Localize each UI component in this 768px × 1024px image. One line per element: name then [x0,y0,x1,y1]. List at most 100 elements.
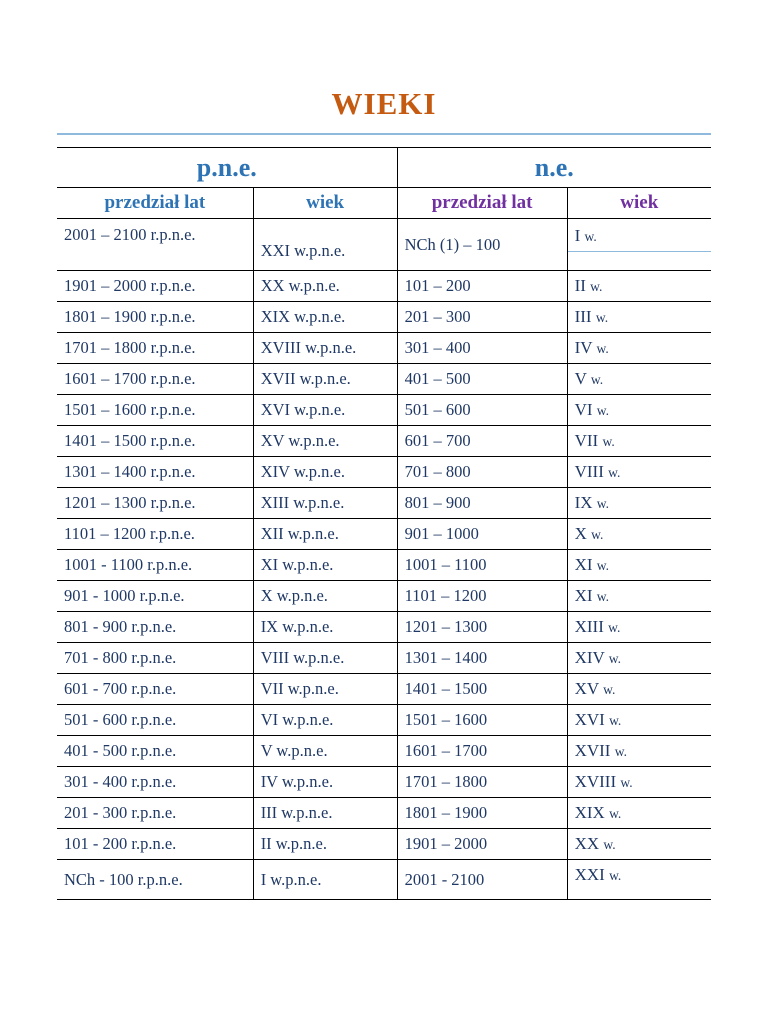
bc-century-cell: XI w.p.n.e. [253,549,398,581]
century-numeral: XV [574,679,604,698]
bc-century-cell: IV w.p.n.e. [253,766,398,798]
bc-range-cell: 1301 – 1400 r.p.n.e. [57,456,254,488]
ad-range-cell: 201 – 300 [397,301,568,333]
ad-century-cell: IV w. [567,332,711,364]
group-header-row: p.n.e. n.e. [57,147,711,188]
bc-range-cell: 1801 – 1900 r.p.n.e. [57,301,254,333]
century-suffix: w. [620,775,633,790]
century-numeral: XI [574,555,597,574]
ad-century-cell: XX w. [567,828,711,860]
century-numeral: VIII [574,462,609,481]
bc-century-cell: XIX w.p.n.e. [253,301,398,333]
century-numeral: II [574,276,591,295]
ad-range-cell: 301 – 400 [397,332,568,364]
century-numeral: X [574,524,592,543]
table-row: 301 - 400 r.p.n.e. IV w.p.n.e. 1701 – 1800… [57,766,711,798]
century-numeral: XVIII [574,772,621,791]
bc-century-cell: VII w.p.n.e. [253,673,398,705]
bc-range-cell: 401 - 500 r.p.n.e. [57,735,254,767]
ad-century-cell: V w. [567,363,711,395]
century-suffix: w. [609,713,622,728]
century-numeral: XXI [574,865,610,884]
ad-century-cell: XVIII w. [567,766,711,798]
ad-century-cell: XIII w. [567,611,711,643]
ad-century-cell: XVII w. [567,735,711,767]
table-row: 1901 – 2000 r.p.n.e. XX w.p.n.e. 101 – 200… [57,270,711,302]
century-suffix: w. [590,372,604,387]
century-suffix: w. [608,620,621,635]
table-row: 1501 – 1600 r.p.n.e. XVI w.p.n.e. 501 – 60… [57,394,711,426]
century-numeral: XX [574,834,604,853]
century-numeral: XIII [574,617,609,636]
table-row: 1101 – 1200 r.p.n.e. XII w.p.n.e. 901 – 10… [57,518,711,550]
ad-range-cell: 501 – 600 [397,394,568,426]
table-row: 601 - 700 r.p.n.e. VII w.p.n.e. 1401 – 150… [57,673,711,705]
century-suffix: w. [590,279,603,294]
bc-range-cell: 1101 – 1200 r.p.n.e. [57,518,254,550]
bc-range-cell: 1901 – 2000 r.p.n.e. [57,270,254,302]
century-numeral: XI [574,586,597,605]
bc-range-cell: 1501 – 1600 r.p.n.e. [57,394,254,426]
table-row: 201 - 300 r.p.n.e. III w.p.n.e. 1801 – 190… [57,797,711,829]
page-title: WIEKI [331,86,437,121]
ad-range-cell: 1801 – 1900 [397,797,568,829]
ad-century-cell: VI w. [567,394,711,426]
ad-range-cell: 1001 – 1100 [397,549,568,581]
table-row: 1801 – 1900 r.p.n.e. XIX w.p.n.e. 201 – 30… [57,301,711,333]
century-suffix: w. [603,837,616,852]
bc-century-cell: VIII w.p.n.e. [253,642,398,674]
century-suffix: w. [584,229,597,244]
century-numeral: IX [574,493,597,512]
ad-range-cell: 801 – 900 [397,487,568,519]
bc-century-cell: XV w.p.n.e. [253,425,398,457]
ad-century-cell: X w. [567,518,711,550]
table-row: 501 - 600 r.p.n.e. VI w.p.n.e. 1501 – 1600… [57,704,711,736]
bc-century-cell: XX w.p.n.e. [253,270,398,302]
century-numeral: XVI [574,710,610,729]
table-row: 1701 – 1800 r.p.n.e. XVIII w.p.n.e. 301 – … [57,332,711,364]
ad-range-cell: 2001 - 2100 [397,859,568,900]
bc-range-cell: 1601 – 1700 r.p.n.e. [57,363,254,395]
bc-century-cell: XVIII w.p.n.e. [253,332,398,364]
bc-range-cell: 901 - 1000 r.p.n.e. [57,580,254,612]
century-numeral: VII [574,431,603,450]
cell-accent-underline [567,251,711,252]
ad-range-cell: 1301 – 1400 [397,642,568,674]
table-row: 1201 – 1300 r.p.n.e. XIII w.p.n.e. 801 – 9… [57,487,711,519]
bc-range-cell: 301 - 400 r.p.n.e. [57,766,254,798]
ad-range-cell: 701 – 800 [397,456,568,488]
bc-range-cell: 201 - 300 r.p.n.e. [57,797,254,829]
table-row: 1601 – 1700 r.p.n.e. XVII w.p.n.e. 401 – 5… [57,363,711,395]
ad-century-cell: XIV w. [567,642,711,674]
ad-century-cell: XV w. [567,673,711,705]
column-header-bc-century: wiek [253,187,398,219]
ad-range-cell: 901 – 1000 [397,518,568,550]
ad-century-cell: XI w. [567,549,711,581]
century-suffix: w. [595,310,609,325]
group-header-bc: p.n.e. [57,147,398,188]
century-suffix: w. [608,651,622,666]
century-suffix: w. [596,341,609,356]
column-header-bc-range: przedział lat [57,187,254,219]
century-numeral: III [574,307,596,326]
column-header-row: przedział lat wiek przedział lat wiek [57,187,711,219]
ad-century-cell: II w. [567,270,711,302]
century-numeral: VI [574,400,597,419]
ad-range-cell: 1701 – 1800 [397,766,568,798]
group-header-ad: n.e. [397,147,711,188]
table-row: NCh - 100 r.p.n.e. I w.p.n.e. 2001 - 2100 X… [57,859,711,900]
centuries-table: p.n.e. n.e. przedział lat wiek przedział… [57,147,711,900]
bc-range-cell: 101 - 200 r.p.n.e. [57,828,254,860]
century-suffix: w. [603,682,616,697]
bc-range-cell: 1001 - 1100 r.p.n.e. [57,549,254,581]
table-row: 1001 - 1100 r.p.n.e. XI w.p.n.e. 1001 – 11… [57,549,711,581]
table-row: 101 - 200 r.p.n.e. II w.p.n.e. 1901 – 2000… [57,828,711,860]
ad-range-cell: 401 – 500 [397,363,568,395]
bc-century-cell: X w.p.n.e. [253,580,398,612]
ad-century-cell: XI w. [567,580,711,612]
ad-century-cell: III w. [567,301,711,333]
bc-century-cell: III w.p.n.e. [253,797,398,829]
century-numeral: I [574,226,585,245]
century-numeral: XIX [574,803,610,822]
table-row: 901 - 1000 r.p.n.e. X w.p.n.e. 1101 – 1200… [57,580,711,612]
